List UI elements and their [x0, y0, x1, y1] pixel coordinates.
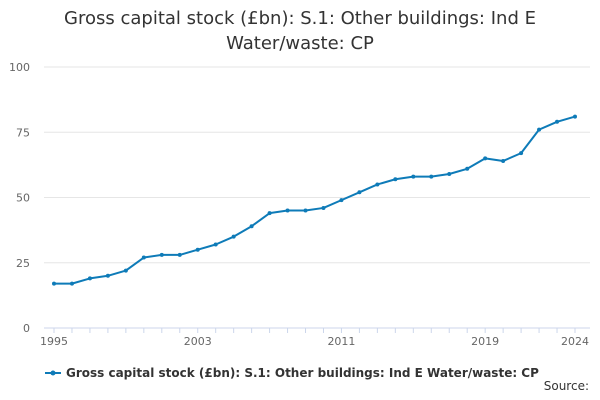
chart-title-line-2: Water/waste: CP — [226, 33, 374, 54]
gridlines — [44, 66, 590, 264]
legend-item-label[interactable]: Gross capital stock (£bn): S.1: Other bu… — [66, 366, 539, 380]
data-point[interactable] — [267, 211, 272, 216]
legend[interactable]: Gross capital stock (£bn): S.1: Other bu… — [45, 366, 539, 380]
x-tick-label: 2003 — [184, 335, 212, 348]
data-point[interactable] — [537, 127, 542, 132]
data-point[interactable] — [483, 156, 488, 161]
data-point[interactable] — [357, 190, 362, 195]
data-point[interactable] — [465, 166, 470, 171]
data-point[interactable] — [87, 276, 92, 281]
data-point[interactable] — [447, 172, 452, 177]
chart-title-line-1: Gross capital stock (£bn): S.1: Other bu… — [64, 8, 536, 29]
data-point[interactable] — [52, 281, 56, 286]
data-point[interactable] — [519, 151, 524, 156]
data-point[interactable] — [555, 119, 560, 124]
data-point[interactable] — [393, 177, 398, 182]
y-tick-label: 75 — [16, 126, 30, 139]
data-point[interactable] — [285, 208, 290, 213]
chart-title: Gross capital stock (£bn): S.1: Other bu… — [0, 6, 600, 56]
x-tick-label: 2024 — [561, 335, 589, 348]
data-point[interactable] — [231, 234, 236, 239]
data-point[interactable] — [411, 174, 416, 179]
series-line — [53, 115, 576, 285]
data-point[interactable] — [303, 208, 308, 213]
data-point[interactable] — [321, 205, 326, 210]
data-point[interactable] — [249, 224, 254, 229]
x-tick-label: 1995 — [40, 335, 68, 348]
data-point[interactable] — [195, 247, 200, 252]
data-point[interactable] — [573, 114, 577, 119]
data-point[interactable] — [159, 252, 164, 257]
data-point[interactable] — [339, 198, 344, 203]
data-point[interactable] — [141, 255, 146, 260]
data-point[interactable] — [123, 268, 128, 273]
y-tick-label: 0 — [23, 322, 30, 335]
data-point[interactable] — [375, 182, 380, 187]
x-axis: 1995 2003 2011 2019 2024 — [40, 327, 590, 348]
y-tick-label: 100 — [9, 61, 30, 74]
legend-marker-symbol — [50, 370, 56, 376]
x-tick-label: 2011 — [327, 335, 355, 348]
y-axis: 0 25 50 75 100 — [9, 61, 30, 335]
x-tick-label: 2019 — [471, 335, 499, 348]
y-tick-label: 25 — [16, 257, 30, 270]
data-point[interactable] — [177, 252, 182, 257]
y-tick-label: 50 — [16, 192, 30, 205]
data-point[interactable] — [69, 281, 74, 286]
source-label: Source: — [543, 379, 589, 393]
series-layer — [52, 114, 577, 286]
data-point[interactable] — [105, 273, 110, 278]
data-point[interactable] — [501, 158, 506, 163]
data-point[interactable] — [213, 242, 218, 247]
data-point[interactable] — [429, 174, 434, 179]
